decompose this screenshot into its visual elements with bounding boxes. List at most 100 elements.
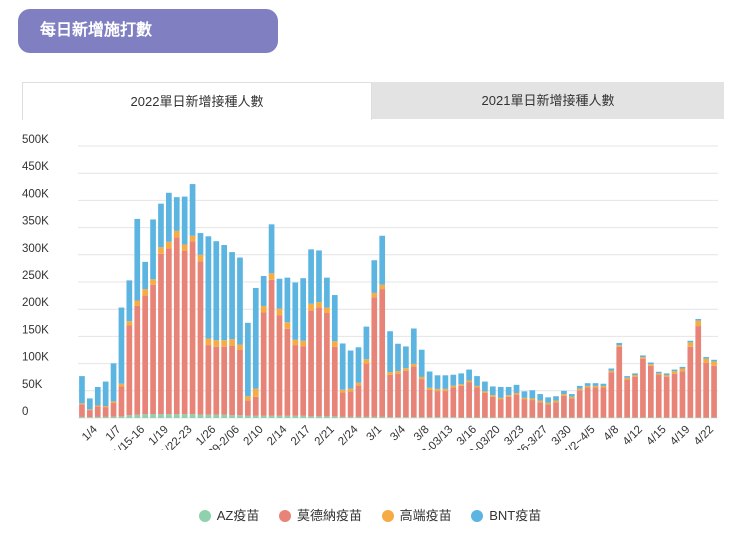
- bar-segment-bnt[interactable]: [474, 376, 480, 386]
- bar-segment-medigen[interactable]: [671, 371, 678, 374]
- bar-segment-az[interactable]: [331, 416, 338, 418]
- bar-segment-az[interactable]: [324, 416, 330, 418]
- bar-segment-moderna[interactable]: [79, 404, 85, 417]
- bar-segment-bnt[interactable]: [213, 241, 220, 341]
- bar-segment-bnt[interactable]: [561, 390, 567, 395]
- bar-segment-bnt[interactable]: [347, 350, 354, 389]
- bar-segment-az[interactable]: [276, 415, 283, 418]
- bar-segment-moderna[interactable]: [497, 399, 504, 418]
- bar-segment-bnt[interactable]: [276, 278, 283, 309]
- bar-segment-bnt[interactable]: [403, 346, 409, 369]
- bar-segment-moderna[interactable]: [703, 363, 709, 418]
- bar-segment-moderna[interactable]: [331, 346, 338, 417]
- bar-segment-az[interactable]: [252, 415, 259, 418]
- bar-segment-az[interactable]: [292, 415, 299, 418]
- bar-segment-bnt[interactable]: [221, 245, 228, 341]
- bar-segment-moderna[interactable]: [561, 395, 567, 418]
- bar-segment-medigen[interactable]: [205, 338, 212, 346]
- bar-segment-bnt[interactable]: [87, 398, 93, 410]
- bar-segment-bnt[interactable]: [79, 376, 85, 404]
- bar-segment-bnt[interactable]: [150, 219, 156, 280]
- bar-segment-bnt[interactable]: [687, 340, 694, 343]
- bar-segment-bnt[interactable]: [181, 196, 188, 245]
- bar-segment-az[interactable]: [466, 417, 472, 418]
- bar-segment-az[interactable]: [592, 417, 599, 418]
- bar-segment-az[interactable]: [584, 417, 591, 418]
- bar-segment-bnt[interactable]: [655, 371, 662, 374]
- bar-segment-moderna[interactable]: [363, 363, 370, 417]
- bar-segment-medigen[interactable]: [316, 302, 322, 308]
- bar-segment-medigen[interactable]: [426, 387, 433, 390]
- bar-segment-az[interactable]: [410, 417, 417, 418]
- bar-segment-moderna[interactable]: [640, 358, 646, 418]
- bar-segment-moderna[interactable]: [260, 312, 267, 416]
- bar-segment-moderna[interactable]: [466, 382, 472, 418]
- bar-segment-medigen[interactable]: [118, 383, 125, 387]
- bar-segment-bnt[interactable]: [197, 233, 204, 255]
- bar-segment-az[interactable]: [94, 416, 101, 418]
- bar-segment-az[interactable]: [529, 417, 536, 418]
- bar-segment-moderna[interactable]: [347, 391, 354, 417]
- bar-segment-az[interactable]: [458, 417, 465, 418]
- bar-segment-medigen[interactable]: [711, 361, 717, 366]
- bar-segment-az[interactable]: [489, 417, 496, 418]
- bar-segment-medigen[interactable]: [331, 341, 338, 347]
- bar-segment-bnt[interactable]: [189, 184, 196, 236]
- bar-segment-medigen[interactable]: [600, 385, 607, 388]
- bar-segment-moderna[interactable]: [197, 261, 204, 415]
- bar-segment-moderna[interactable]: [339, 392, 346, 417]
- bar-segment-az[interactable]: [434, 417, 441, 418]
- bar-segment-moderna[interactable]: [387, 374, 393, 418]
- bar-segment-moderna[interactable]: [292, 345, 299, 416]
- bar-segment-medigen[interactable]: [87, 409, 93, 411]
- bar-segment-moderna[interactable]: [679, 371, 686, 418]
- bar-segment-az[interactable]: [640, 417, 646, 418]
- bar-segment-moderna[interactable]: [695, 326, 702, 418]
- bar-segment-az[interactable]: [655, 417, 662, 418]
- bar-segment-az[interactable]: [150, 414, 156, 418]
- legend-item-bnt[interactable]: BNT疫苗: [471, 505, 541, 524]
- bar-segment-medigen[interactable]: [687, 342, 694, 347]
- bar-segment-bnt[interactable]: [505, 386, 512, 396]
- bar-segment-bnt[interactable]: [166, 192, 172, 242]
- bar-segment-bnt[interactable]: [671, 369, 678, 372]
- bar-segment-medigen[interactable]: [418, 376, 425, 380]
- bar-segment-medigen[interactable]: [576, 388, 583, 391]
- bar-segment-moderna[interactable]: [434, 391, 441, 418]
- bar-segment-bnt[interactable]: [703, 357, 709, 359]
- bar-segment-az[interactable]: [205, 414, 212, 418]
- bar-segment-az[interactable]: [703, 417, 709, 418]
- bar-segment-moderna[interactable]: [513, 394, 520, 418]
- bar-segment-moderna[interactable]: [632, 376, 638, 418]
- bar-segment-moderna[interactable]: [229, 345, 235, 416]
- bar-segment-az[interactable]: [166, 414, 172, 418]
- bar-segment-medigen[interactable]: [110, 401, 117, 404]
- bar-segment-moderna[interactable]: [648, 365, 654, 418]
- bar-segment-moderna[interactable]: [489, 396, 496, 418]
- bar-segment-bnt[interactable]: [387, 331, 393, 373]
- bar-segment-moderna[interactable]: [663, 376, 670, 418]
- bar-segment-moderna[interactable]: [158, 253, 164, 415]
- bar-segment-moderna[interactable]: [624, 379, 630, 418]
- bar-segment-bnt[interactable]: [158, 203, 164, 248]
- bar-segment-medigen[interactable]: [489, 395, 496, 397]
- bar-segment-az[interactable]: [568, 417, 575, 418]
- bar-segment-bnt[interactable]: [553, 396, 559, 401]
- bar-segment-medigen[interactable]: [292, 339, 299, 346]
- bar-segment-az[interactable]: [482, 417, 488, 418]
- bar-segment-az[interactable]: [624, 417, 630, 418]
- bar-segment-medigen[interactable]: [79, 403, 85, 405]
- bar-segment-bnt[interactable]: [434, 375, 441, 389]
- bar-segment-medigen[interactable]: [624, 377, 630, 380]
- bar-segment-az[interactable]: [632, 417, 638, 418]
- bar-segment-az[interactable]: [118, 416, 125, 418]
- bar-segment-bnt[interactable]: [395, 343, 401, 371]
- bar-segment-medigen[interactable]: [695, 320, 702, 327]
- bar-segment-az[interactable]: [110, 416, 117, 418]
- bar-segment-az[interactable]: [268, 415, 275, 418]
- bar-segment-az[interactable]: [403, 417, 409, 418]
- bar-segment-az[interactable]: [260, 415, 267, 418]
- bar-segment-medigen[interactable]: [339, 389, 346, 393]
- bar-segment-medigen[interactable]: [410, 363, 417, 367]
- bar-segment-moderna[interactable]: [553, 402, 559, 418]
